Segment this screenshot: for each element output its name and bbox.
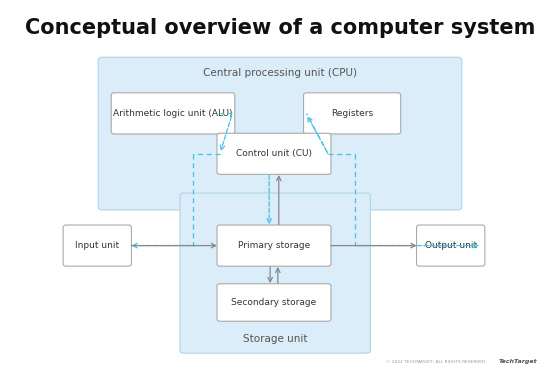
- Text: Conceptual overview of a computer system: Conceptual overview of a computer system: [25, 18, 535, 38]
- Text: Control unit (CU): Control unit (CU): [236, 149, 312, 158]
- FancyBboxPatch shape: [217, 133, 331, 174]
- FancyBboxPatch shape: [417, 225, 485, 266]
- Text: Central processing unit (CPU): Central processing unit (CPU): [203, 68, 357, 78]
- FancyBboxPatch shape: [98, 57, 462, 210]
- Text: Output unit: Output unit: [424, 241, 477, 250]
- Text: © 2022 TECHTARGET, ALL RIGHTS RESERVED.: © 2022 TECHTARGET, ALL RIGHTS RESERVED.: [386, 360, 487, 364]
- FancyBboxPatch shape: [304, 93, 401, 134]
- Text: Arithmetic logic unit (ALU): Arithmetic logic unit (ALU): [113, 109, 233, 118]
- FancyBboxPatch shape: [180, 193, 370, 353]
- FancyBboxPatch shape: [217, 225, 331, 266]
- Text: Storage unit: Storage unit: [243, 334, 307, 344]
- Text: Secondary storage: Secondary storage: [231, 298, 316, 307]
- Text: Primary storage: Primary storage: [238, 241, 310, 250]
- FancyBboxPatch shape: [63, 225, 132, 266]
- FancyBboxPatch shape: [217, 284, 331, 321]
- Text: Registers: Registers: [331, 109, 373, 118]
- Text: TechTarget: TechTarget: [499, 359, 538, 364]
- FancyBboxPatch shape: [111, 93, 235, 134]
- Text: Input unit: Input unit: [75, 241, 119, 250]
